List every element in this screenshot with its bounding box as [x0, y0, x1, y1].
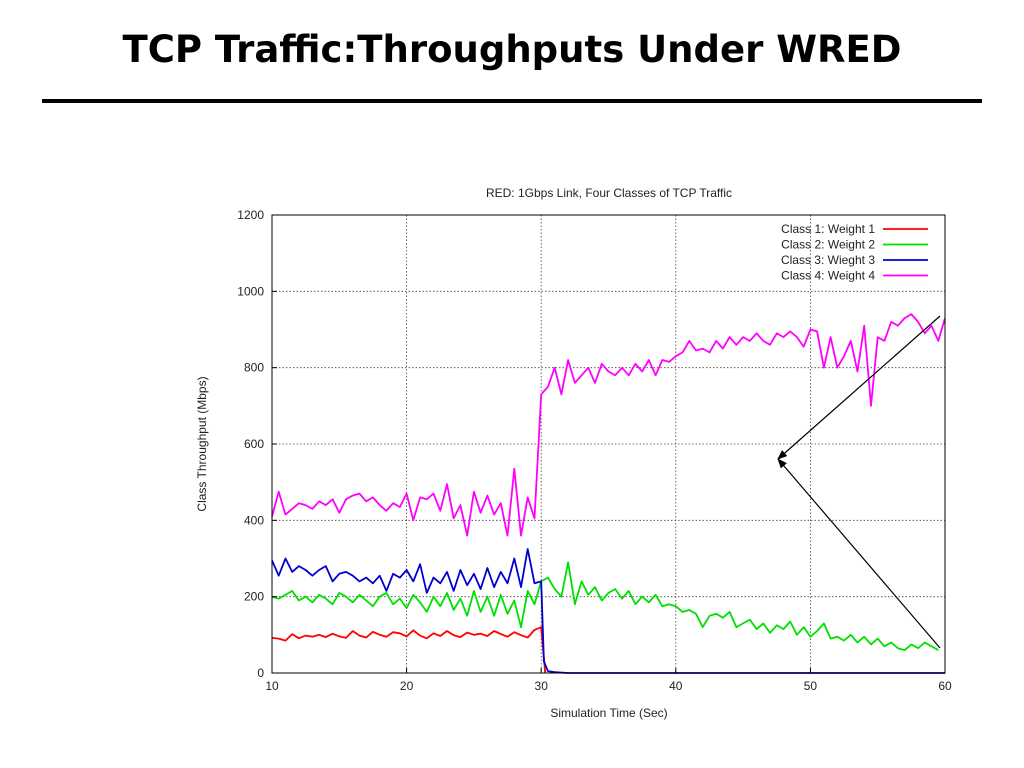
y-tick-label: 600	[244, 437, 264, 451]
annotation-arrow-upper	[777, 315, 941, 460]
legend-entry-label: Class 2: Weight 2	[781, 238, 875, 252]
series-line-class-3	[271, 548, 945, 674]
series-line-class-4	[271, 313, 946, 537]
y-tick-label: 200	[244, 590, 264, 604]
y-tick-label: 1000	[237, 284, 264, 298]
x-tick-label: 20	[400, 679, 414, 693]
slide-title: TCP Traffic:Throughputs Under WRED	[122, 28, 902, 71]
grid	[272, 215, 945, 673]
y-tick-label: 400	[244, 513, 264, 527]
legend-entry-label: Class 3: Wieght 3	[781, 253, 875, 267]
series-line-class-2	[271, 561, 939, 651]
x-tick-label: 10	[265, 679, 279, 693]
y-tick-label: 800	[244, 361, 264, 375]
series-lines	[271, 313, 946, 674]
legend-entry-label: Class 1: Weight 1	[781, 222, 875, 236]
y-tick-label: 0	[257, 666, 264, 680]
x-tick-label: 40	[669, 679, 683, 693]
legend-entry-label: Class 4: Weight 4	[781, 269, 875, 283]
x-tick-label: 60	[938, 679, 952, 693]
chart-title: RED: 1Gbps Link, Four Classes of TCP Tra…	[486, 186, 732, 200]
x-tick-label: 30	[535, 679, 549, 693]
series-line-class-1	[271, 626, 547, 674]
x-tick-label: 50	[804, 679, 818, 693]
annotation-arrow-lower	[777, 458, 941, 649]
y-axis-label: Class Throughput (Mbps)	[195, 376, 209, 511]
x-axis-label: Simulation Time (Sec)	[550, 706, 667, 720]
annotation-arrows	[777, 315, 941, 649]
y-tick-label: 1200	[237, 208, 264, 222]
title-rule	[42, 99, 982, 103]
